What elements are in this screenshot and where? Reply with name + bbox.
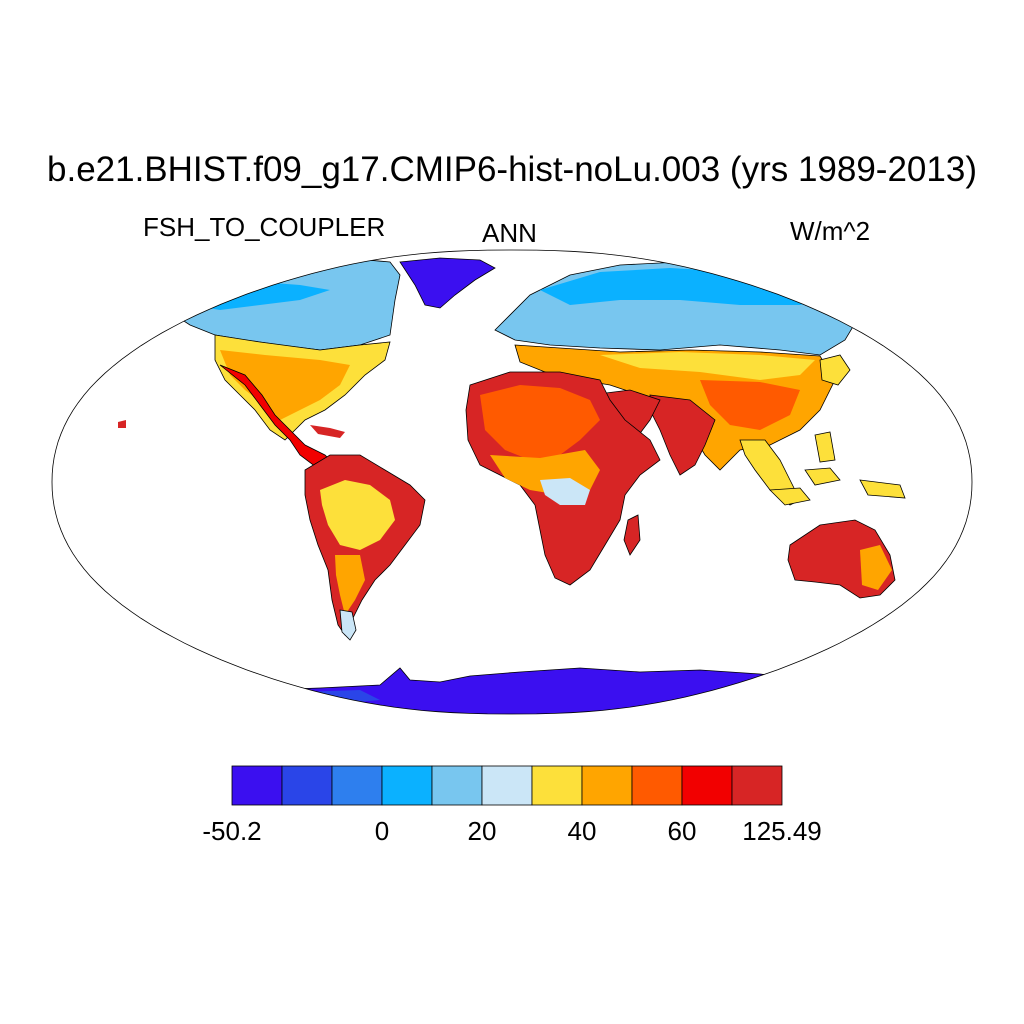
- antarctica: [199, 667, 841, 714]
- africa-congo: [540, 478, 590, 505]
- colorbar: [231, 765, 783, 806]
- colorbar-tick-label: 0: [374, 816, 390, 846]
- colorbar-swatch: [531, 765, 583, 806]
- north-america-cold: [164, 257, 401, 351]
- land-layer: [118, 257, 936, 714]
- colorbar-swatch: [431, 765, 483, 806]
- australia-east: [860, 545, 892, 590]
- variable-label: FSH_TO_COUPLER: [143, 212, 386, 242]
- colorbar-swatch: [631, 765, 683, 806]
- colorbar-swatch: [581, 765, 633, 806]
- eurasia-yellow: [600, 352, 815, 380]
- south-america-orange: [335, 555, 365, 615]
- antarctica-edge: [240, 690, 380, 705]
- season-label: ANN: [482, 218, 537, 248]
- colorbar-swatch: [281, 765, 333, 806]
- south-america-yellow: [320, 480, 395, 550]
- units-label: W/m^2: [790, 216, 871, 246]
- japan: [819, 354, 851, 386]
- colorbar-tick-label: 20: [467, 816, 497, 846]
- patagonia: [339, 609, 357, 641]
- new-guinea: [859, 479, 906, 499]
- africa-orange: [480, 385, 600, 460]
- greenland: [399, 257, 496, 309]
- colorbar-swatch: [231, 765, 283, 806]
- map-frame: [51, 249, 973, 715]
- colorbar-swatch: [331, 765, 383, 806]
- colorbar-swatch: [731, 765, 783, 806]
- indonesia-2: [804, 467, 841, 486]
- plot-title: b.e21.BHIST.f09_g17.CMIP6-hist-noLu.003 …: [47, 150, 977, 189]
- madagascar: [623, 514, 641, 556]
- colorbar-tick-label: -50.2: [202, 816, 262, 846]
- colorbar-swatch: [381, 765, 433, 806]
- colorbar-swatch: [681, 765, 733, 806]
- colorbar-swatch: [481, 765, 533, 806]
- hawaii: [118, 420, 126, 428]
- philippines: [814, 431, 836, 463]
- north-america-orange: [220, 350, 350, 420]
- caribbean: [310, 425, 345, 438]
- india: [649, 394, 716, 476]
- indonesia-1: [769, 487, 811, 506]
- new-zealand: [904, 591, 936, 616]
- colorbar-tick-label: 40: [567, 816, 597, 846]
- colorbar-tick-label: 60: [667, 816, 697, 846]
- colorbar-tick-label: 125.49: [742, 816, 822, 846]
- china-orange: [700, 380, 800, 430]
